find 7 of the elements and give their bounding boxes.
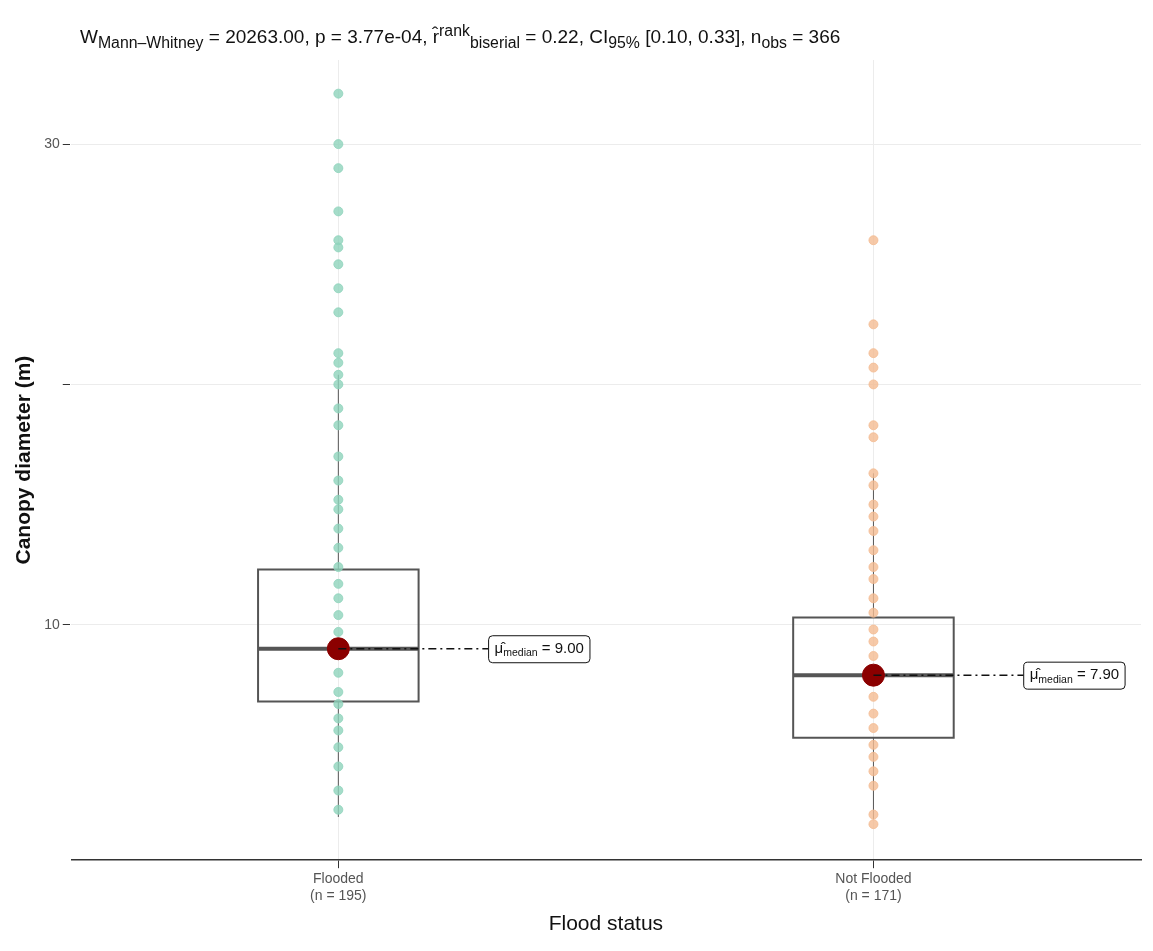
x-tick-label: Not Flooded (n = 171)	[835, 870, 912, 904]
x-axis-title: Flood status	[548, 911, 664, 935]
y-tick-label: 30	[44, 134, 60, 151]
x-tick-label: Flooded (n = 195)	[310, 870, 367, 904]
y-axis-title: Canopy diameter (m)	[11, 355, 35, 565]
y-tick-label: 10	[44, 615, 60, 632]
chart-title: W$_{Mann–Whitney}$ = 20263.00, p = 3.77e-04, r̂$^{rank}$$_{biserial}$ = 0.22, CI$_{95%}$ [0.10, 0.33], n$_{obs}$ = 366	[80, 22, 841, 52]
